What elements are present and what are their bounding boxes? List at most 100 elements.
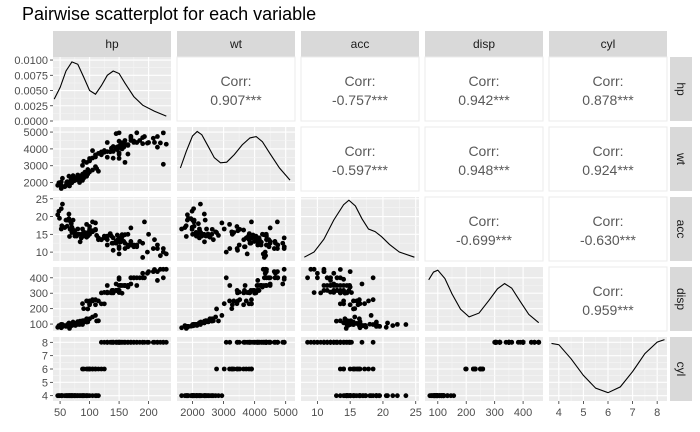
data-point — [305, 275, 310, 281]
y-tick-label: 400 — [30, 273, 48, 285]
data-point — [352, 393, 358, 399]
data-point — [351, 306, 356, 312]
data-point — [267, 281, 273, 287]
data-point — [318, 290, 324, 296]
data-point — [260, 266, 266, 272]
data-point — [219, 313, 225, 318]
data-point — [385, 393, 390, 399]
data-point — [119, 146, 125, 152]
data-point — [113, 131, 119, 137]
data-point — [536, 339, 542, 345]
data-point — [87, 231, 92, 237]
data-point — [122, 138, 128, 143]
data-point — [145, 249, 150, 255]
data-point — [201, 393, 207, 399]
data-point — [75, 226, 81, 232]
corr-value: -0.699*** — [456, 232, 513, 248]
corr-label: Corr: — [592, 213, 623, 229]
data-point — [274, 219, 280, 225]
data-point — [249, 301, 254, 307]
data-point — [321, 339, 327, 345]
data-point — [146, 140, 151, 145]
data-point — [321, 266, 327, 272]
data-point — [104, 283, 110, 288]
data-point — [140, 339, 146, 345]
data-point — [231, 298, 237, 304]
data-point — [229, 366, 235, 372]
data-point — [311, 339, 317, 345]
strip-right-acc — [670, 197, 692, 261]
data-point — [311, 266, 317, 272]
data-point — [87, 156, 92, 161]
data-point — [155, 134, 160, 139]
corr-panel-bg — [548, 126, 668, 192]
strip-right-wt — [670, 127, 692, 191]
y-axis: 0.0000 0.0025 0.0050 0.0075 0.0100 2000 3000 40… — [14, 55, 53, 403]
data-point — [114, 232, 120, 238]
data-point — [155, 246, 160, 251]
data-point — [403, 393, 409, 399]
data-point — [241, 237, 247, 243]
x-tick-label: 20 — [377, 407, 389, 419]
strip-right-hp — [670, 57, 692, 121]
corr-panel-bg — [300, 126, 420, 192]
strip-top-label-wt: wt — [229, 37, 243, 51]
strip-top-label-hp: hp — [105, 37, 119, 51]
data-point — [362, 301, 367, 307]
data-point — [367, 321, 373, 327]
data-point — [184, 217, 190, 223]
data-point — [356, 297, 362, 303]
data-point — [67, 234, 72, 239]
panel-hp-vs-disp: Corr: 0.942*** — [424, 56, 544, 122]
data-point — [160, 275, 166, 281]
data-point — [182, 225, 188, 230]
data-point — [249, 219, 254, 225]
strip-top-acc — [301, 31, 419, 57]
panel-wt-vs-cyl: Corr: 0.924*** — [548, 126, 668, 192]
data-point — [163, 251, 169, 257]
y-tick-label: 5 — [42, 377, 48, 389]
data-point — [204, 226, 209, 232]
data-point — [81, 306, 87, 312]
data-point — [368, 313, 374, 318]
data-point — [64, 223, 70, 229]
y-tick-label: 8 — [42, 337, 48, 349]
data-point — [128, 225, 134, 231]
data-point — [281, 246, 287, 251]
data-point — [209, 226, 215, 232]
panel-bg — [53, 57, 171, 121]
data-point — [434, 393, 440, 399]
data-point — [146, 339, 151, 345]
data-point — [223, 275, 229, 281]
data-point — [191, 206, 197, 212]
data-point — [337, 318, 343, 324]
data-point — [163, 266, 169, 272]
data-point — [255, 283, 261, 288]
data-point — [160, 130, 166, 136]
panel-acc-vs-acc — [301, 197, 419, 261]
data-point — [137, 138, 143, 143]
data-point — [104, 237, 110, 243]
data-point — [194, 393, 199, 399]
panel-disp-vs-wt — [177, 266, 295, 331]
data-point — [90, 219, 95, 225]
y-tick-label: 0.0100 — [14, 55, 48, 67]
data-point — [267, 239, 273, 244]
data-point — [201, 211, 207, 217]
data-point — [324, 288, 330, 293]
data-point — [520, 339, 526, 345]
y-tick-label: 0.0000 — [14, 116, 48, 128]
data-point — [252, 234, 258, 240]
data-point — [314, 270, 320, 276]
data-point — [160, 246, 166, 251]
data-point — [368, 393, 374, 399]
x-tick-label: 10 — [311, 407, 323, 419]
corr-label: Corr: — [468, 213, 499, 229]
corr-panel-bg — [424, 56, 544, 122]
data-point — [394, 321, 400, 327]
panel-wt-vs-wt — [177, 127, 295, 191]
data-point — [201, 319, 207, 325]
panel-cyl-vs-cyl — [549, 337, 667, 401]
panel-disp-vs-cyl: Corr: 0.959*** — [548, 266, 668, 332]
data-point — [241, 339, 247, 345]
